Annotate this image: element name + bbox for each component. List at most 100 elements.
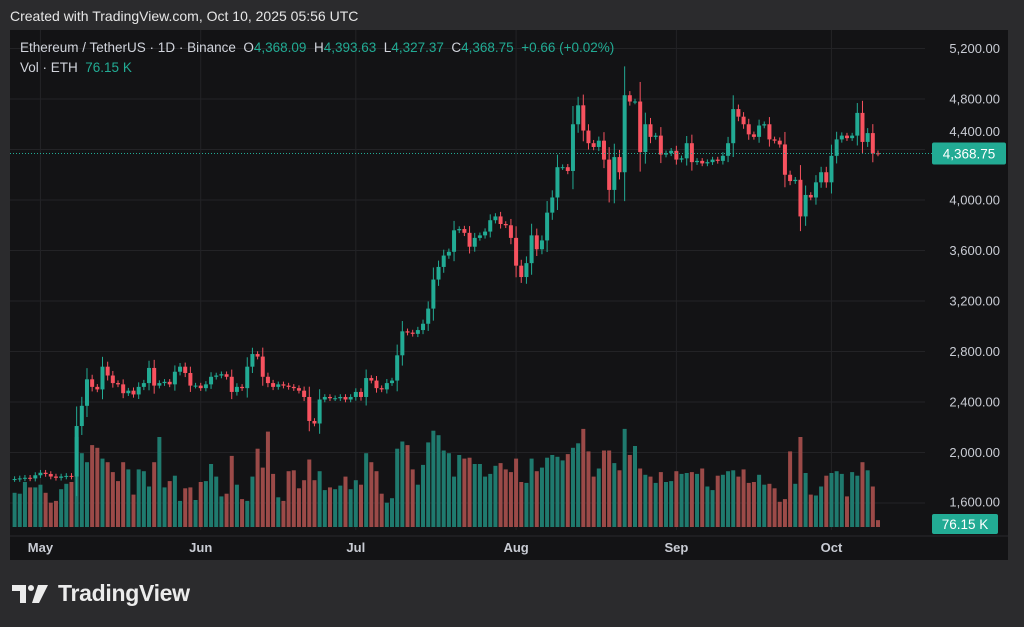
candle-body: [22, 477, 27, 479]
candle-body: [824, 172, 829, 183]
volume-bar: [400, 441, 405, 527]
candle-body: [260, 356, 265, 377]
candle-body: [390, 380, 395, 384]
candle-body: [100, 366, 105, 390]
volume-bar: [757, 474, 762, 527]
volume-bar: [276, 497, 281, 527]
volume-bar: [441, 450, 446, 527]
y-axis-tick-label: 3,200.00: [949, 294, 1000, 309]
volume-bar: [710, 490, 715, 527]
candle-body: [741, 116, 746, 125]
x-axis-tick-label: May: [28, 540, 54, 555]
volume-bar: [384, 502, 389, 527]
volume-bar: [865, 470, 870, 527]
y-axis-tick-label: 2,400.00: [949, 395, 1000, 410]
candle-body: [240, 386, 245, 389]
volume-bar: [674, 471, 679, 527]
candle-body: [715, 159, 720, 161]
volume-bar: [322, 490, 327, 527]
candle-body: [286, 385, 291, 387]
volume-bar: [829, 473, 834, 527]
volume-bar: [296, 488, 301, 527]
volume-bar: [565, 454, 570, 527]
candle-body: [95, 386, 100, 390]
open-value: 4,368.09: [253, 40, 307, 55]
candle-body: [317, 399, 322, 424]
chart-panel[interactable]: 5,200.00 4,800.00 4,400.00 4,000.00 3,600.00…: [10, 30, 1008, 560]
candle-body: [400, 331, 405, 356]
x-axis-tick-label: Jul: [346, 540, 365, 555]
volume-bar: [188, 487, 193, 527]
symbol-title[interactable]: Ethereum / TetherUS · 1D · Binance: [20, 40, 236, 55]
volume-bar: [12, 492, 17, 527]
volume-bar: [798, 437, 803, 527]
volume-bar: [209, 464, 214, 527]
volume-bar: [467, 457, 472, 527]
candle-body: [581, 105, 586, 131]
tradingview-logo-text: TradingView: [58, 580, 190, 606]
candle-body: [214, 375, 219, 377]
candle-body: [700, 160, 705, 164]
candle-body: [348, 396, 353, 400]
volume-bar: [198, 482, 203, 527]
volume-bar: [508, 472, 513, 527]
candle-body: [358, 391, 363, 397]
tradingview-logo[interactable]: TradingView: [12, 580, 190, 607]
volume-bar: [570, 447, 575, 527]
candlestick-chart[interactable]: 5,200.00 4,800.00 4,400.00 4,000.00 3,600.00…: [10, 30, 1008, 560]
volume-bar: [271, 473, 276, 527]
candle-body: [467, 232, 472, 247]
volume-bar: [638, 468, 643, 527]
volume-bar: [601, 450, 606, 527]
volume-bar: [452, 476, 457, 527]
candle-body: [586, 130, 591, 144]
candle-body: [710, 159, 715, 163]
volume-bar: [369, 462, 374, 527]
volume-bar: [260, 467, 265, 527]
y-axis-tick-label: 4,000.00: [949, 193, 1000, 208]
volume-bar: [358, 484, 363, 527]
low-value: 4,327.37: [391, 40, 444, 55]
candle-body: [850, 135, 855, 139]
candle-body: [343, 396, 348, 400]
volume-bar: [813, 495, 818, 527]
volume-bar: [560, 460, 565, 527]
volume-bar: [612, 463, 617, 527]
candle-body: [870, 133, 875, 154]
volume-bar: [576, 443, 581, 527]
volume-badge: [932, 514, 998, 534]
volume-bar: [141, 471, 146, 527]
candle-body: [276, 384, 281, 387]
volume-bar: [286, 471, 291, 527]
candle-body: [281, 384, 286, 386]
candle-body: [12, 479, 17, 481]
volume-bar: [555, 456, 560, 527]
candle-body: [172, 371, 177, 385]
candle-body: [17, 478, 22, 480]
volume-bar: [431, 430, 436, 527]
candle-body: [705, 162, 710, 164]
volume-bar: [105, 462, 110, 527]
candle-body: [131, 390, 136, 395]
volume-bar: [839, 473, 844, 527]
volume-bar: [808, 494, 813, 527]
volume-bar: [95, 447, 100, 527]
volume-bar: [503, 469, 508, 527]
candle-body: [157, 383, 162, 386]
volume-bar: [405, 445, 410, 527]
candle-body: [679, 158, 684, 160]
volume-bar: [700, 468, 705, 527]
volume-bar: [53, 500, 58, 527]
candle-body: [421, 323, 426, 331]
candle-body: [43, 472, 48, 474]
volume-bar: [245, 500, 250, 527]
volume-bar: [622, 428, 627, 527]
candle-body: [183, 366, 188, 373]
candle-body: [808, 194, 813, 198]
candle-body: [462, 229, 467, 233]
candle-body: [48, 474, 53, 477]
volume-bar: [69, 482, 74, 527]
volume-bar: [664, 482, 669, 527]
volume-bar: [498, 463, 503, 527]
volume-bar: [426, 442, 431, 527]
